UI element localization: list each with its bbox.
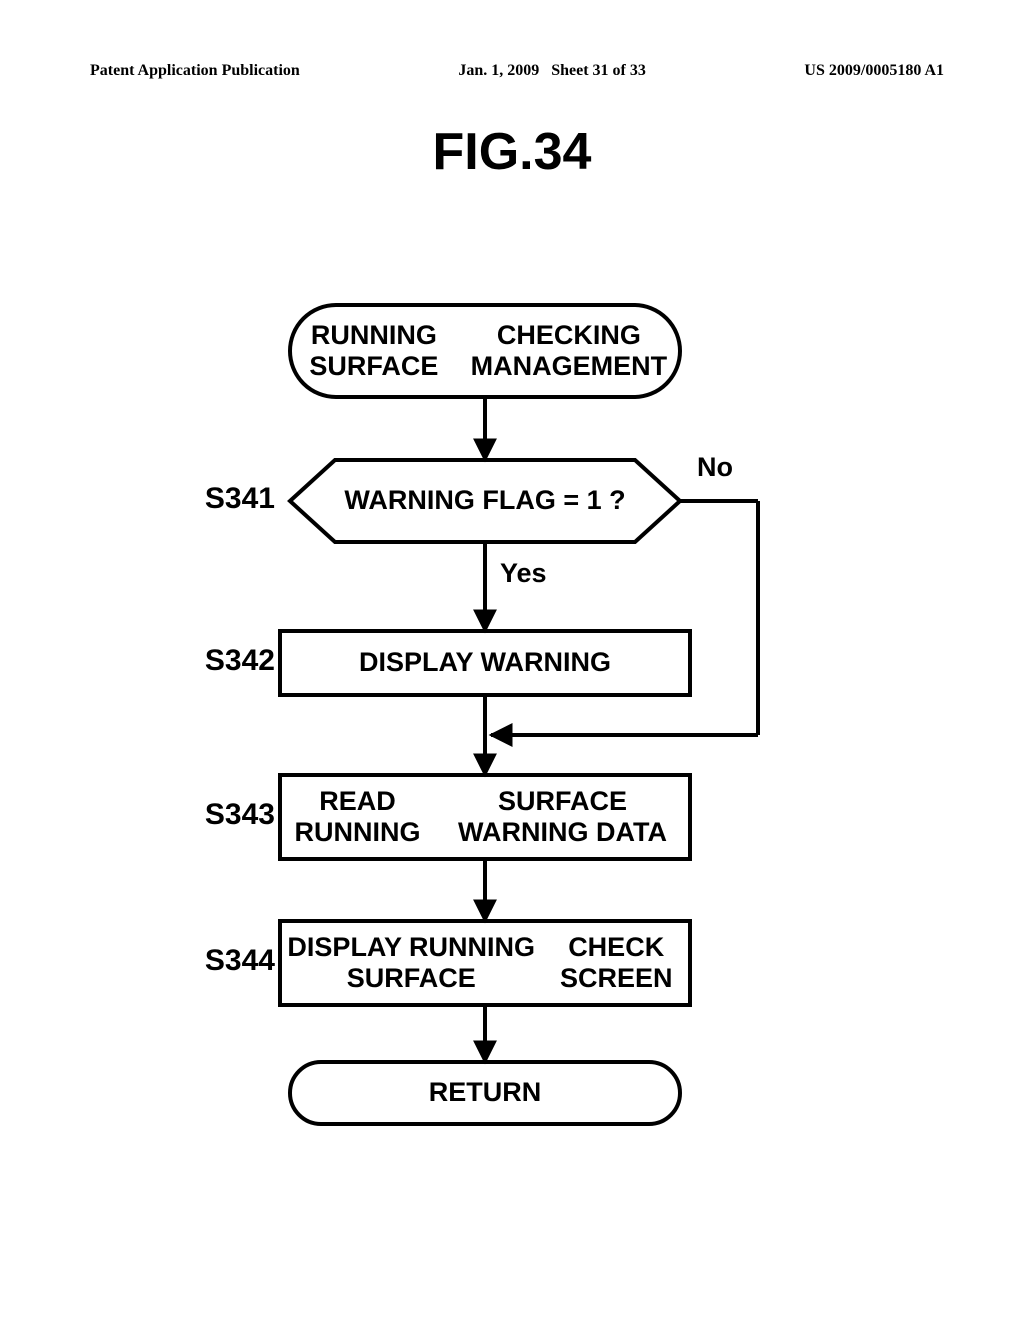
edge-label-no: No	[697, 452, 733, 483]
edge-label-yes: Yes	[500, 558, 547, 589]
step-label: S343	[155, 798, 275, 832]
node-text-s342: DISPLAY WARNING	[280, 631, 690, 695]
node-text-s344: DISPLAY RUNNING SURFACECHECK SCREEN	[280, 921, 690, 1005]
node-text-s341: WARNING FLAG = 1 ?	[290, 460, 680, 542]
node-text-return: RETURN	[290, 1062, 680, 1124]
node-text-start: RUNNING SURFACECHECKING MANAGEMENT	[290, 305, 680, 397]
step-label: S342	[155, 644, 275, 678]
step-label: S344	[155, 944, 275, 978]
node-text-s343: READ RUNNINGSURFACE WARNING DATA	[280, 775, 690, 859]
step-label: S341	[155, 482, 275, 516]
